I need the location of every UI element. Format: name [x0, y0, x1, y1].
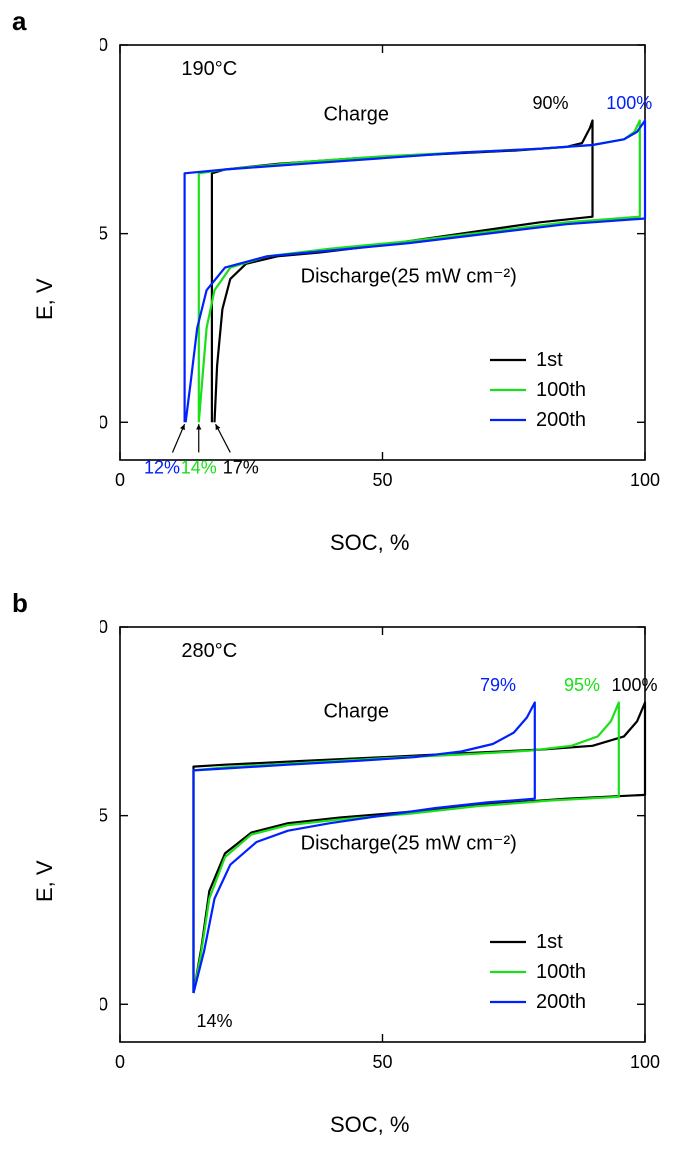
chart-b: 0 50 100 2.0 2.5 3.0 280°C Charge Discharge(25 m…	[100, 612, 660, 1082]
x-axis-title-a: SOC, %	[330, 530, 409, 556]
y-tick-label: 2.5	[100, 224, 108, 244]
panel-label-b: b	[12, 588, 28, 619]
x-tick-label: 50	[372, 1052, 392, 1072]
chart-a: 0 50 100 2.0 2.5 3.0 190°C Charge Discharge(25 m…	[100, 30, 660, 500]
arrow-head	[196, 424, 201, 429]
x-axis-title-b: SOC, %	[330, 1112, 409, 1138]
top-annotation: 79%	[480, 675, 516, 695]
legend-label: 1st	[536, 931, 563, 953]
x-tick-label: 0	[115, 470, 125, 490]
x-tick-label: 0	[115, 1052, 125, 1072]
x-tick-label: 100	[630, 1052, 660, 1072]
panel-label-a: a	[12, 6, 26, 37]
discharge-label: Discharge(25 mW cm⁻²)	[301, 266, 517, 288]
x-tick-label: 100	[630, 470, 660, 490]
panel-a: a E, V SOC, % 0 50 100 2.0 2.5 3.0 190°C Charge…	[0, 0, 685, 580]
charge-label: Charge	[323, 103, 389, 125]
y-tick-label: 3.0	[100, 617, 108, 637]
legend-label: 100th	[536, 961, 586, 983]
y-axis-title-a: E, V	[32, 278, 58, 320]
bottom-annotation: 14%	[196, 1011, 232, 1031]
legend-label: 1st	[536, 349, 563, 371]
top-annotation: 95%	[564, 675, 600, 695]
x-tick-label: 50	[372, 470, 392, 490]
legend-label: 200th	[536, 409, 586, 431]
charge-label: Charge	[323, 701, 389, 723]
figure-page: a E, V SOC, % 0 50 100 2.0 2.5 3.0 190°C Charge…	[0, 0, 685, 1163]
top-annotation: 100%	[606, 93, 652, 113]
legend-label: 100th	[536, 379, 586, 401]
y-tick-label: 2.5	[100, 806, 108, 826]
bottom-annotation: 17%	[223, 457, 259, 477]
legend-label: 200th	[536, 991, 586, 1013]
panel-b: b E, V SOC, % 0 50 100 2.0 2.5 3.0 280°C Charge…	[0, 582, 685, 1162]
y-tick-label: 2.0	[100, 994, 108, 1014]
temp-annotation: 190°C	[181, 58, 237, 80]
discharge-label: Discharge(25 mW cm⁻²)	[301, 833, 517, 855]
bottom-annotation: 14%	[181, 457, 217, 477]
y-tick-label: 2.0	[100, 412, 108, 432]
top-annotation: 100%	[611, 675, 657, 695]
temp-annotation: 280°C	[181, 640, 237, 662]
y-axis-title-b: E, V	[32, 860, 58, 902]
bottom-annotation: 12%	[144, 457, 180, 477]
y-tick-label: 3.0	[100, 35, 108, 55]
top-annotation: 90%	[532, 93, 568, 113]
